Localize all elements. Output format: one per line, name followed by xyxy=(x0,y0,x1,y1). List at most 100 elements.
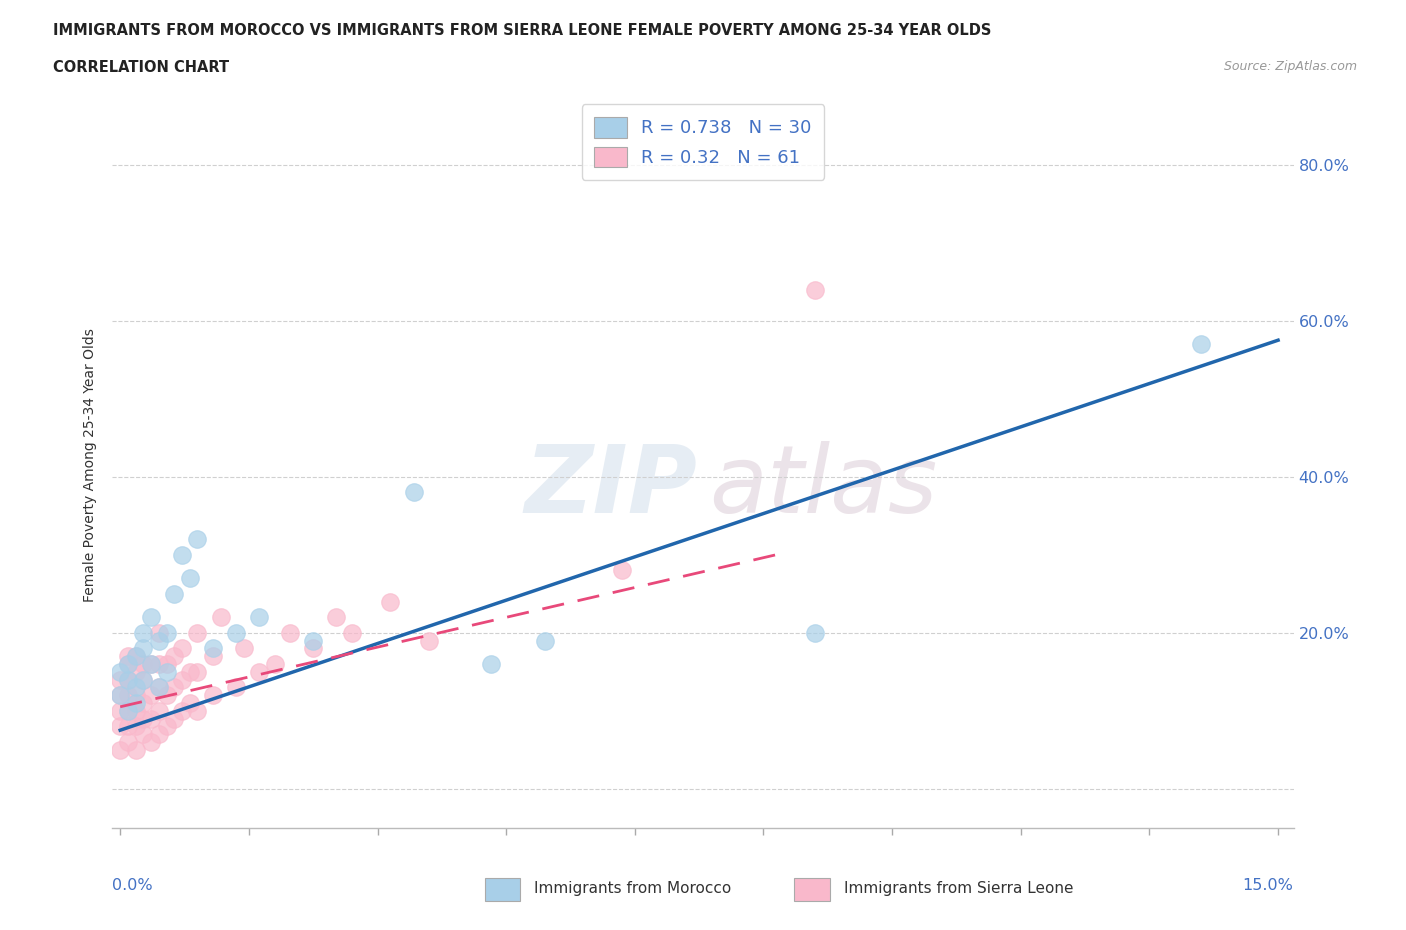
Text: 0.0%: 0.0% xyxy=(112,879,153,894)
Point xyxy=(132,726,155,741)
Point xyxy=(225,625,247,640)
Point xyxy=(186,625,208,640)
Point xyxy=(124,742,146,757)
Point xyxy=(402,485,425,499)
Point xyxy=(302,641,325,656)
Point xyxy=(148,625,170,640)
Point xyxy=(148,680,170,695)
Point xyxy=(186,532,208,547)
Point xyxy=(124,648,146,663)
Point xyxy=(170,641,193,656)
Text: ZIP: ZIP xyxy=(524,441,697,533)
Point xyxy=(117,672,139,687)
Point xyxy=(132,711,155,726)
Point xyxy=(132,657,155,671)
Point xyxy=(170,672,193,687)
Point xyxy=(278,625,301,640)
Point xyxy=(186,664,208,679)
Point xyxy=(148,657,170,671)
Point xyxy=(108,664,131,679)
Point xyxy=(186,703,208,718)
Point xyxy=(108,687,131,702)
Point xyxy=(533,633,555,648)
Point xyxy=(418,633,440,648)
Point xyxy=(163,586,186,601)
Point xyxy=(155,687,177,702)
Point xyxy=(124,719,146,734)
Point xyxy=(179,696,201,711)
Point xyxy=(139,735,162,750)
Point xyxy=(108,687,131,702)
Point xyxy=(155,657,177,671)
Point xyxy=(132,625,155,640)
Point xyxy=(108,703,131,718)
Point xyxy=(139,711,162,726)
Point xyxy=(132,696,155,711)
FancyBboxPatch shape xyxy=(485,878,520,901)
Point xyxy=(232,641,254,656)
Point xyxy=(1189,337,1212,352)
Point xyxy=(155,625,177,640)
Point xyxy=(117,735,139,750)
Point xyxy=(139,687,162,702)
Point xyxy=(170,547,193,562)
Point xyxy=(124,648,146,663)
Point xyxy=(163,648,186,663)
Point xyxy=(170,703,193,718)
Point xyxy=(108,719,131,734)
Point xyxy=(263,657,285,671)
Point xyxy=(124,696,146,711)
Point xyxy=(148,680,170,695)
Point xyxy=(163,711,186,726)
Point xyxy=(209,610,232,625)
Point xyxy=(163,680,186,695)
Legend: R = 0.738   N = 30, R = 0.32   N = 61: R = 0.738 N = 30, R = 0.32 N = 61 xyxy=(582,104,824,180)
Point xyxy=(201,687,224,702)
Point xyxy=(117,687,139,702)
Point xyxy=(117,703,139,718)
Point xyxy=(132,641,155,656)
Y-axis label: Female Poverty Among 25-34 Year Olds: Female Poverty Among 25-34 Year Olds xyxy=(83,328,97,602)
Point xyxy=(302,633,325,648)
Point xyxy=(124,664,146,679)
Point xyxy=(108,672,131,687)
Point xyxy=(610,563,633,578)
Point xyxy=(380,594,402,609)
Point xyxy=(148,726,170,741)
Point xyxy=(479,657,502,671)
FancyBboxPatch shape xyxy=(794,878,830,901)
Point xyxy=(132,672,155,687)
Point xyxy=(247,610,270,625)
Point xyxy=(117,672,139,687)
Point xyxy=(139,610,162,625)
Point xyxy=(139,657,162,671)
Point xyxy=(804,625,827,640)
Text: Immigrants from Sierra Leone: Immigrants from Sierra Leone xyxy=(844,881,1073,896)
Point xyxy=(804,282,827,297)
Point xyxy=(201,648,224,663)
Point xyxy=(155,719,177,734)
Point xyxy=(340,625,363,640)
Text: 15.0%: 15.0% xyxy=(1243,879,1294,894)
Text: atlas: atlas xyxy=(709,441,938,532)
Point xyxy=(225,680,247,695)
Point xyxy=(117,703,139,718)
Point xyxy=(325,610,347,625)
Point xyxy=(179,571,201,586)
Text: Immigrants from Morocco: Immigrants from Morocco xyxy=(534,881,731,896)
Point xyxy=(124,703,146,718)
Point xyxy=(201,641,224,656)
Point xyxy=(124,680,146,695)
Text: Source: ZipAtlas.com: Source: ZipAtlas.com xyxy=(1223,60,1357,73)
Point xyxy=(108,742,131,757)
Point xyxy=(148,703,170,718)
Point xyxy=(155,664,177,679)
Point xyxy=(117,719,139,734)
Point xyxy=(117,657,139,671)
Point xyxy=(148,633,170,648)
Point xyxy=(117,657,139,671)
Point xyxy=(132,672,155,687)
Text: IMMIGRANTS FROM MOROCCO VS IMMIGRANTS FROM SIERRA LEONE FEMALE POVERTY AMONG 25-: IMMIGRANTS FROM MOROCCO VS IMMIGRANTS FR… xyxy=(53,23,991,38)
Point xyxy=(179,664,201,679)
Point xyxy=(117,648,139,663)
